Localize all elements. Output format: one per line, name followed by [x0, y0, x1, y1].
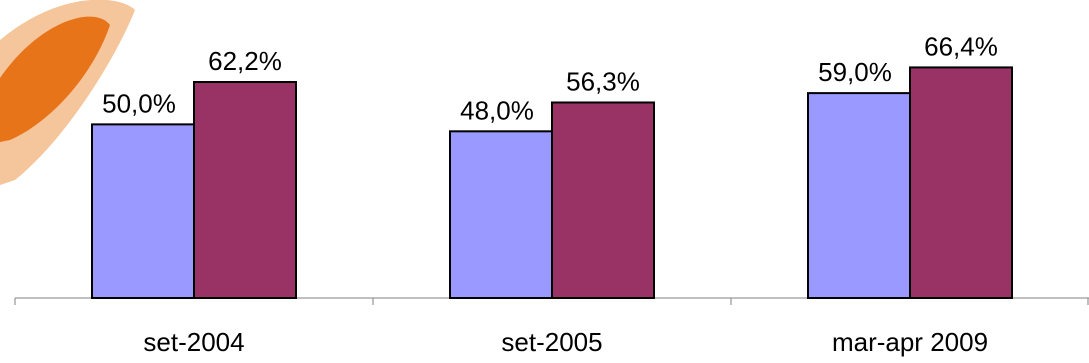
category-label: set-2005 [501, 327, 602, 357]
bar-series-b-2 [909, 66, 1013, 299]
data-label: 59,0% [818, 57, 892, 87]
data-label: 56,3% [566, 66, 640, 96]
bar-series-b-1 [551, 101, 655, 300]
data-label: 48,0% [460, 95, 534, 125]
category-label: mar-apr 2009 [832, 327, 988, 357]
bar-series-b-0 [193, 81, 297, 299]
bar-series-a-2 [807, 92, 911, 300]
data-labels: 50,0% 62,2% 48,0% 56,3% 59,0% 66,4% [102, 31, 998, 125]
logo-decoration [0, 0, 135, 185]
x-axis [14, 297, 1089, 305]
logo-inner-swoosh [0, 16, 110, 142]
bar-series-a-0 [91, 123, 195, 299]
category-label: set-2004 [143, 327, 244, 357]
data-label: 50,0% [102, 88, 176, 118]
bar-group [91, 66, 1013, 300]
data-label: 62,2% [208, 46, 282, 76]
data-label: 66,4% [924, 31, 998, 61]
bar-series-a-1 [449, 130, 553, 299]
category-labels: set-2004 set-2005 mar-apr 2009 [143, 327, 988, 357]
